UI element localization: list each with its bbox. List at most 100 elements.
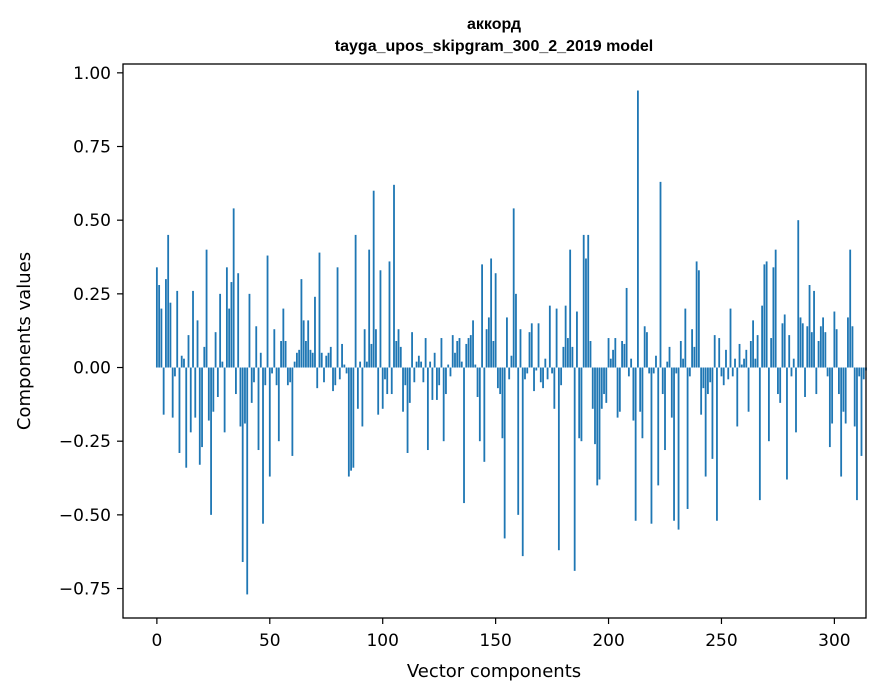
bar (314, 296, 316, 368)
bar (731, 367, 734, 377)
plot-frame (122, 63, 867, 619)
bar (555, 308, 558, 368)
y-axis: 1.00 0.75 0.50 0.25 0.00 −0.25 −0.50 −0.75 (59, 64, 123, 600)
bar (221, 361, 224, 368)
bar (426, 367, 429, 451)
bar (377, 367, 380, 415)
bar (596, 367, 599, 486)
bar (469, 335, 472, 368)
bar (693, 346, 696, 368)
bar (844, 367, 847, 424)
bar (492, 341, 495, 368)
bar (334, 367, 337, 386)
bar (494, 273, 497, 368)
bar (345, 367, 348, 374)
x-tick-label: 0 (151, 631, 162, 651)
bar (259, 352, 262, 368)
bar (465, 343, 468, 368)
bar (476, 367, 479, 397)
bar (445, 367, 447, 395)
bar (810, 332, 813, 368)
bar (366, 361, 368, 368)
x-tick-label: 250 (705, 631, 737, 651)
bar (512, 208, 515, 368)
bar (666, 361, 669, 368)
bar (643, 326, 646, 368)
bar (571, 346, 574, 368)
bar (711, 367, 714, 459)
bar (607, 338, 610, 368)
bar (194, 367, 197, 418)
bar (381, 367, 384, 409)
bar (478, 367, 481, 442)
bar (232, 208, 235, 368)
bar (201, 367, 203, 448)
bar (311, 352, 314, 368)
bar (564, 305, 567, 368)
bar (438, 367, 441, 386)
x-tick-label: 50 (259, 631, 281, 651)
bar (684, 308, 687, 368)
bar (341, 343, 343, 368)
bar (770, 338, 773, 368)
y-tick-label: −0.50 (59, 506, 111, 526)
bar (720, 367, 723, 377)
bars-group (155, 90, 867, 595)
bar (783, 314, 786, 368)
bar (652, 367, 655, 374)
bar (627, 367, 630, 377)
bar (253, 367, 255, 383)
bar (838, 367, 840, 395)
bar (413, 367, 416, 383)
bar (368, 249, 371, 368)
bar (777, 367, 779, 395)
bar (431, 367, 434, 400)
bar (695, 261, 698, 368)
bar (207, 367, 210, 421)
bar (542, 367, 544, 389)
bar (707, 367, 709, 395)
bar (359, 361, 362, 368)
bar (460, 361, 463, 368)
bar (228, 308, 231, 368)
bar (370, 343, 373, 368)
bar (648, 367, 651, 374)
bar (305, 341, 307, 368)
bar (517, 367, 520, 515)
bar (255, 326, 258, 368)
bar (738, 343, 741, 368)
bar (309, 349, 312, 368)
bar (835, 329, 838, 368)
bar (580, 367, 583, 442)
bar (582, 234, 585, 368)
bar (399, 346, 402, 368)
bar (178, 367, 181, 453)
bar (384, 367, 386, 380)
bar (456, 341, 459, 368)
bar (325, 355, 328, 368)
bar (688, 367, 691, 377)
bar (524, 367, 526, 380)
bar (849, 249, 852, 368)
bar (860, 367, 863, 456)
bar (429, 361, 432, 368)
bar (557, 367, 560, 551)
bar (734, 358, 736, 368)
bar (585, 258, 587, 368)
bar (235, 367, 237, 395)
bar (740, 364, 743, 368)
bar (289, 367, 292, 383)
y-tick-label: −0.75 (59, 580, 111, 600)
bar (668, 346, 671, 368)
bar (639, 367, 642, 412)
bar (704, 367, 707, 477)
bar (842, 367, 845, 412)
bar (474, 364, 477, 368)
bar (702, 367, 705, 389)
bar (160, 308, 163, 368)
bar (300, 279, 303, 368)
bar (697, 270, 700, 368)
x-tick-label: 300 (818, 631, 850, 651)
bar (506, 317, 508, 368)
bar (736, 367, 739, 427)
